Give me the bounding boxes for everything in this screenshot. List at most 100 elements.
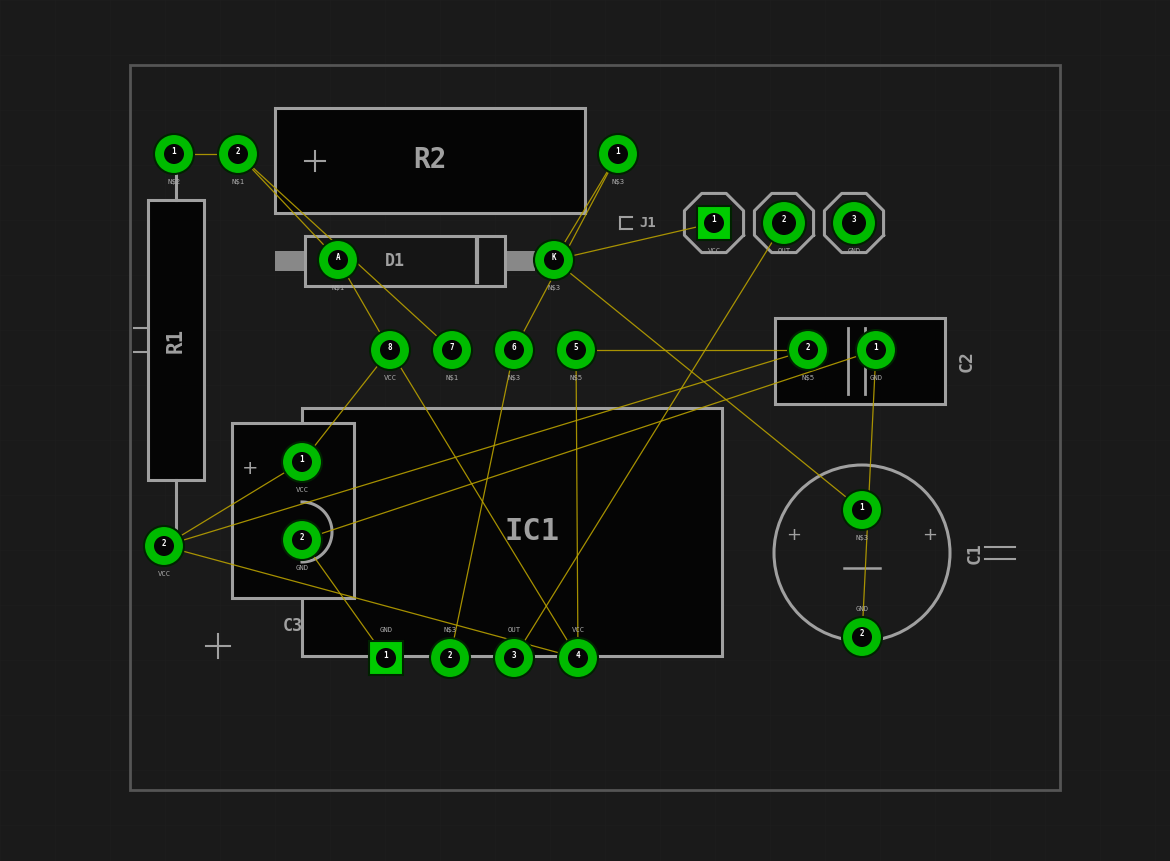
Circle shape xyxy=(376,648,395,668)
Circle shape xyxy=(866,340,886,360)
Bar xyxy=(147,200,204,480)
Text: VCC: VCC xyxy=(296,487,309,493)
Bar xyxy=(775,318,945,404)
Bar xyxy=(275,108,585,213)
Circle shape xyxy=(228,144,248,164)
Text: N$5: N$5 xyxy=(570,375,583,381)
Text: C2: C2 xyxy=(958,350,976,372)
Circle shape xyxy=(842,617,882,657)
Text: IC1: IC1 xyxy=(504,517,559,547)
Text: 3: 3 xyxy=(511,651,516,660)
Text: 1: 1 xyxy=(874,343,879,351)
Circle shape xyxy=(566,340,586,360)
Text: C1: C1 xyxy=(966,542,984,564)
Bar xyxy=(275,251,535,271)
Text: VCC: VCC xyxy=(571,627,585,633)
Text: GND: GND xyxy=(847,248,861,254)
Text: N$1: N$1 xyxy=(232,179,245,185)
Circle shape xyxy=(218,134,259,174)
Text: 1: 1 xyxy=(300,455,304,463)
Text: VCC: VCC xyxy=(384,375,397,381)
Text: N$3: N$3 xyxy=(855,535,868,541)
Text: A: A xyxy=(336,252,340,262)
Text: +: + xyxy=(242,459,259,478)
Bar xyxy=(302,408,722,656)
Text: N$3: N$3 xyxy=(612,179,625,185)
Text: 2: 2 xyxy=(161,538,166,548)
Circle shape xyxy=(494,330,534,370)
Bar xyxy=(232,423,355,598)
Circle shape xyxy=(762,201,806,245)
Text: 2: 2 xyxy=(782,215,786,225)
Circle shape xyxy=(380,340,400,360)
Text: 1: 1 xyxy=(172,146,177,156)
Circle shape xyxy=(556,330,596,370)
Circle shape xyxy=(432,330,472,370)
Circle shape xyxy=(798,340,818,360)
Bar xyxy=(305,236,505,286)
Circle shape xyxy=(856,330,896,370)
Bar xyxy=(130,65,1060,790)
Text: 2: 2 xyxy=(448,651,453,660)
Text: D1: D1 xyxy=(385,252,405,270)
Text: +: + xyxy=(786,526,801,544)
Text: OUT: OUT xyxy=(777,248,791,254)
Circle shape xyxy=(608,144,628,164)
Circle shape xyxy=(154,134,194,174)
Circle shape xyxy=(704,213,724,233)
Circle shape xyxy=(154,536,174,556)
Text: N$1: N$1 xyxy=(331,285,344,291)
Text: 1: 1 xyxy=(615,146,620,156)
Text: J1: J1 xyxy=(640,216,656,230)
Circle shape xyxy=(567,648,589,668)
Text: 1: 1 xyxy=(384,651,388,660)
Circle shape xyxy=(442,340,462,360)
Circle shape xyxy=(544,250,564,270)
Text: GND: GND xyxy=(379,627,393,633)
Text: VCC: VCC xyxy=(158,571,171,577)
Text: 2: 2 xyxy=(860,629,865,639)
Text: GND: GND xyxy=(869,375,882,381)
Circle shape xyxy=(370,330,410,370)
Circle shape xyxy=(494,638,534,678)
Circle shape xyxy=(282,520,322,560)
Circle shape xyxy=(282,442,322,482)
Text: 1: 1 xyxy=(860,503,865,511)
Circle shape xyxy=(852,500,872,520)
Circle shape xyxy=(431,638,470,678)
Text: R2: R2 xyxy=(413,146,447,175)
Text: 4: 4 xyxy=(576,651,580,660)
Text: R1: R1 xyxy=(166,327,186,353)
Text: 7: 7 xyxy=(449,343,454,351)
Circle shape xyxy=(504,648,524,668)
Text: N$3: N$3 xyxy=(548,285,560,291)
Text: C3: C3 xyxy=(283,617,303,635)
Text: N$5: N$5 xyxy=(801,375,814,381)
Text: 2: 2 xyxy=(235,146,240,156)
Circle shape xyxy=(440,648,460,668)
Bar xyxy=(369,641,402,675)
Circle shape xyxy=(144,526,184,566)
Circle shape xyxy=(292,530,312,550)
Text: 2: 2 xyxy=(300,532,304,542)
Circle shape xyxy=(842,211,866,235)
Circle shape xyxy=(292,452,312,472)
Text: N$3: N$3 xyxy=(443,627,456,633)
Text: 2: 2 xyxy=(806,343,811,351)
Circle shape xyxy=(164,144,184,164)
Circle shape xyxy=(558,638,598,678)
Circle shape xyxy=(328,250,347,270)
Text: 8: 8 xyxy=(387,343,392,351)
Text: VCC: VCC xyxy=(708,248,721,254)
Text: 6: 6 xyxy=(511,343,516,351)
Circle shape xyxy=(789,330,828,370)
Circle shape xyxy=(842,490,882,530)
Text: 3: 3 xyxy=(852,215,856,225)
Text: +: + xyxy=(789,351,805,370)
Text: N$1: N$1 xyxy=(446,375,459,381)
Text: N$2: N$2 xyxy=(167,179,180,185)
Text: K: K xyxy=(552,252,556,262)
Circle shape xyxy=(852,627,872,647)
Text: OUT: OUT xyxy=(508,627,521,633)
Circle shape xyxy=(534,240,574,280)
